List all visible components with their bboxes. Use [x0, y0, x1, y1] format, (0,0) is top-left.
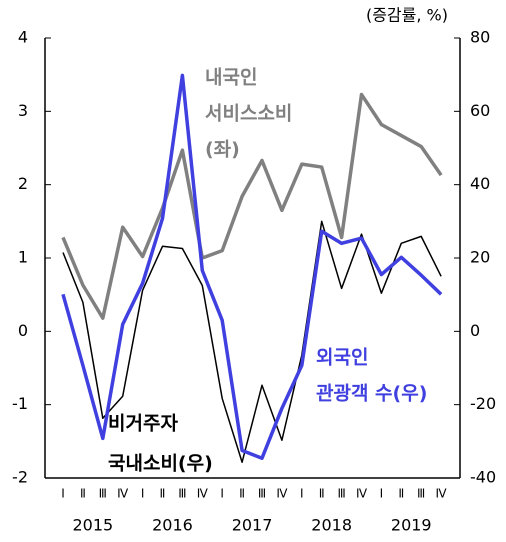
x-tick-label: Ⅳ [117, 487, 128, 501]
y-tick-label: 4 [18, 28, 28, 47]
series-annotation: 국내소비(우) [108, 453, 213, 475]
x-tick-label: Ⅱ [80, 487, 86, 501]
series-line [61, 92, 443, 320]
y-tick-label: -1 [12, 394, 28, 413]
y2-tick-label: 40 [470, 174, 490, 193]
y-tick-label: 2 [18, 174, 28, 193]
year-label: 2019 [391, 516, 432, 535]
year-label: 2017 [232, 516, 273, 535]
y-tick-label: 1 [18, 248, 28, 267]
year-label: 2016 [152, 516, 193, 535]
x-tick-label: Ⅲ [99, 487, 107, 501]
y2-tick-label: -40 [470, 468, 496, 487]
x-tick-label: Ⅳ [356, 487, 367, 501]
x-tick-label: Ⅰ [61, 487, 65, 501]
y-tick-label: 0 [18, 321, 28, 340]
series-annotation: 서비스소비 [205, 103, 292, 125]
x-tick-label: Ⅲ [178, 487, 186, 501]
unit-label: (증감률, %) [366, 6, 448, 25]
y2-tick-label: 20 [470, 248, 490, 267]
y-tick-label: -2 [12, 468, 28, 487]
x-tick-label: Ⅰ [380, 487, 384, 501]
x-tick-label: Ⅰ [220, 487, 224, 501]
series-annotation: 외국인 [316, 347, 368, 369]
series-annotation: 비거주자 [108, 413, 178, 435]
year-label: 2018 [311, 516, 352, 535]
y2-tick-label: 60 [470, 101, 490, 120]
y2-tick-label: -20 [470, 394, 496, 413]
series-line [61, 73, 443, 460]
y-tick-label: 3 [18, 101, 28, 120]
x-tick-label: Ⅱ [160, 487, 166, 501]
x-tick-label: Ⅲ [337, 487, 345, 501]
y2-tick-label: 80 [470, 28, 490, 47]
x-tick-label: Ⅲ [258, 487, 266, 501]
series-annotation: 관광객 수(우) [316, 383, 427, 405]
series-annotation: (좌) [205, 139, 240, 161]
x-tick-label: Ⅰ [300, 487, 304, 501]
x-tick-label: Ⅱ [239, 487, 245, 501]
x-tick-label: Ⅰ [141, 487, 145, 501]
year-label: 2015 [72, 516, 113, 535]
series-line [62, 220, 442, 463]
x-tick-label: Ⅳ [197, 487, 208, 501]
series-annotation: 내국인 [205, 67, 257, 89]
x-tick-label: Ⅱ [398, 487, 404, 501]
x-tick-label: Ⅳ [276, 487, 287, 501]
x-tick-label: Ⅳ [436, 487, 447, 501]
y2-tick-label: 0 [470, 321, 480, 340]
x-tick-label: Ⅲ [417, 487, 425, 501]
x-tick-label: Ⅱ [319, 487, 325, 501]
